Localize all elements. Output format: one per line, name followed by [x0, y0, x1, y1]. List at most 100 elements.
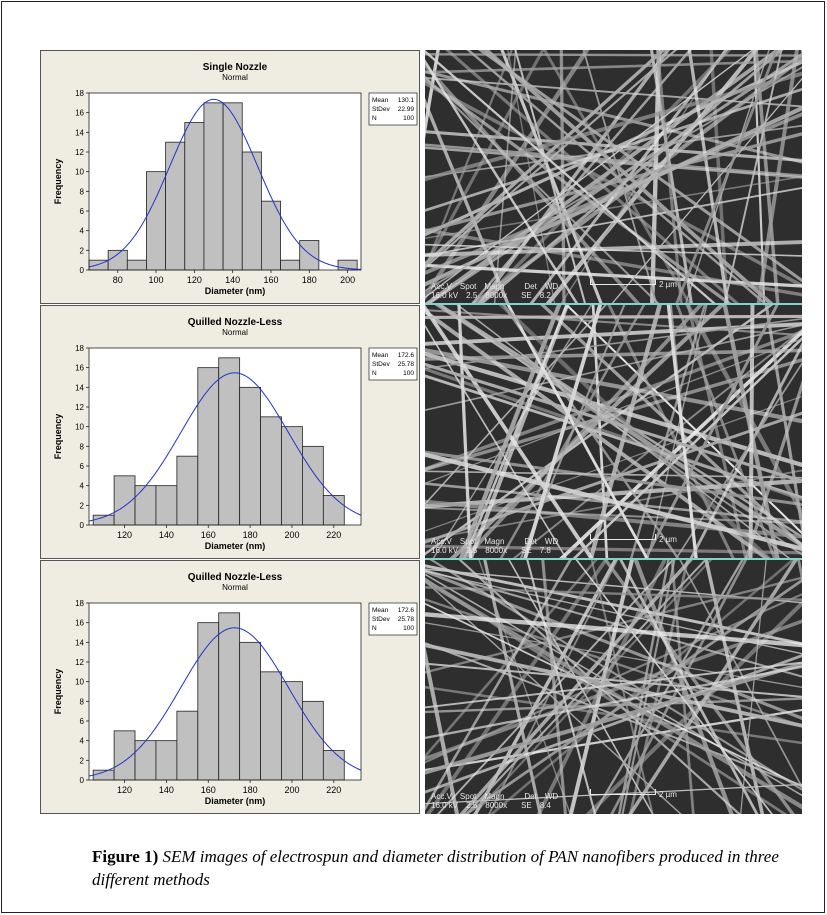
- stats-value: 22.99: [398, 106, 415, 113]
- histogram-chart: 0 2 4 6 8 10 12 14 16 18 120 140 160 180 200 220 Quilled…: [53, 317, 418, 551]
- stats-value: 25.78: [398, 361, 415, 368]
- chart-subtitle: Normal: [222, 328, 248, 337]
- histogram-bar: [239, 386, 261, 526]
- stats-value: 100: [403, 625, 414, 632]
- det-value: SE: [521, 291, 532, 300]
- histogram-bar: [155, 740, 178, 781]
- divider-line: [425, 558, 802, 560]
- scale-label: 2 µm: [659, 280, 677, 289]
- stats-value: 25.78: [398, 616, 415, 623]
- sem-image-2: 2 µm Acc.V Spot Magn Det WD 16.0 kV 2.5 8000x S…: [425, 305, 802, 559]
- fiber-strand: [444, 50, 741, 304]
- fiber-strand: [508, 560, 654, 814]
- fiber-strand: [465, 560, 707, 814]
- fiber-strand: [571, 336, 802, 559]
- fiber-strand: [425, 362, 802, 483]
- y-tick-label: 0: [80, 266, 85, 275]
- wd-label: WD: [544, 792, 559, 801]
- histogram-bar: [146, 171, 167, 271]
- x-tick-label: 120: [117, 530, 132, 540]
- spot-label: Spot: [459, 537, 477, 546]
- fiber-strand: [425, 654, 802, 794]
- acc-label: Acc.V: [431, 537, 452, 546]
- fiber-strand: [457, 305, 473, 559]
- x-tick-label: 80: [113, 275, 123, 285]
- fiber-strand: [522, 305, 603, 559]
- fiber-strand: [425, 708, 802, 772]
- histogram-bar: [176, 710, 199, 781]
- stats-label: N: [372, 115, 377, 122]
- normal-fit-curve: [88, 627, 362, 777]
- spot-label: Spot: [459, 792, 477, 801]
- stats-box: [368, 92, 418, 126]
- magn-label: Magn: [484, 282, 505, 291]
- fiber-strand: [425, 59, 579, 304]
- fiber-strand: [675, 305, 777, 559]
- fiber-strand: [425, 50, 754, 299]
- acc-value: 16.0 kV: [431, 546, 459, 555]
- fiber-strand: [477, 50, 732, 304]
- fiber-strand: [575, 560, 773, 814]
- fiber-strand: [425, 324, 568, 559]
- fiber-strand: [470, 55, 802, 304]
- plot-frame: [88, 602, 362, 781]
- fiber-strand: [425, 50, 545, 271]
- histogram-bar: [197, 367, 220, 526]
- histogram-panel-3: 0 2 4 6 8 10 12 14 16 18 120 140 160 180 200 220 Quilled…: [40, 560, 420, 814]
- fiber-strand: [425, 665, 802, 740]
- fiber-strand: [425, 50, 590, 301]
- y-tick-label: 0: [80, 521, 85, 530]
- stats-value: 130.1: [398, 97, 415, 104]
- fiber-strand: [425, 661, 802, 709]
- scale-bar: [590, 534, 656, 540]
- fiber-strand: [582, 50, 658, 304]
- fiber-strand: [489, 560, 795, 814]
- fiber-strand: [425, 59, 802, 74]
- x-tick-label: 180: [243, 785, 258, 795]
- fiber-strand: [506, 305, 650, 559]
- chart-title: Quilled Nozzle-Less: [188, 572, 283, 583]
- stats-box: [368, 347, 418, 381]
- x-tick-label: 200: [340, 275, 355, 285]
- fiber-strand: [748, 305, 755, 559]
- fiber-strand: [425, 50, 513, 272]
- fiber-strand: [542, 50, 692, 304]
- chart-subtitle: Normal: [222, 583, 248, 592]
- det-value: SE: [521, 546, 532, 555]
- histogram-bar: [280, 259, 301, 271]
- fiber-strand: [425, 570, 802, 655]
- fiber-strand: [425, 60, 802, 237]
- y-tick-label: 18: [75, 89, 84, 98]
- histogram-panel-1: 0 2 4 6 8 10 12 14 16 18 80 100 120 140 160 180 200 Singl…: [40, 50, 420, 304]
- y-tick-label: 16: [75, 109, 84, 118]
- fiber-strand: [754, 50, 780, 304]
- fiber-strand: [425, 314, 802, 320]
- y-tick-label: 6: [80, 207, 85, 216]
- histogram-bar: [281, 681, 303, 781]
- fiber-strand: [425, 228, 802, 297]
- x-tick-label: 160: [201, 530, 216, 540]
- acc-label: Acc.V: [431, 282, 452, 291]
- histogram-bar: [260, 416, 282, 526]
- stats-box: [368, 602, 418, 636]
- fiber-strand: [643, 305, 779, 559]
- y-tick-label: 2: [80, 246, 85, 255]
- sem-image-3: 2 µm Acc.V Spot Magn Det WD 16.0 kV 2.5 8000x S…: [425, 560, 802, 814]
- fiber-strand: [425, 560, 609, 814]
- histogram-bar: [165, 141, 186, 271]
- fiber-strand: [674, 50, 778, 304]
- fiber-strand: [425, 77, 802, 108]
- scale-bar: [590, 789, 656, 795]
- fiber-strand: [425, 53, 802, 57]
- y-tick-label: 10: [75, 423, 84, 432]
- acc-value: 16.0 kV: [431, 801, 459, 810]
- fiber-strand: [425, 50, 678, 269]
- x-tick-label: 220: [326, 530, 341, 540]
- magn-value: 8000x: [485, 546, 508, 555]
- histogram-bar: [218, 612, 241, 781]
- y-axis-label: Frequency: [53, 669, 63, 715]
- fiber-strand: [425, 50, 440, 139]
- fiber-strand: [558, 329, 802, 559]
- fiber-strand: [458, 305, 562, 559]
